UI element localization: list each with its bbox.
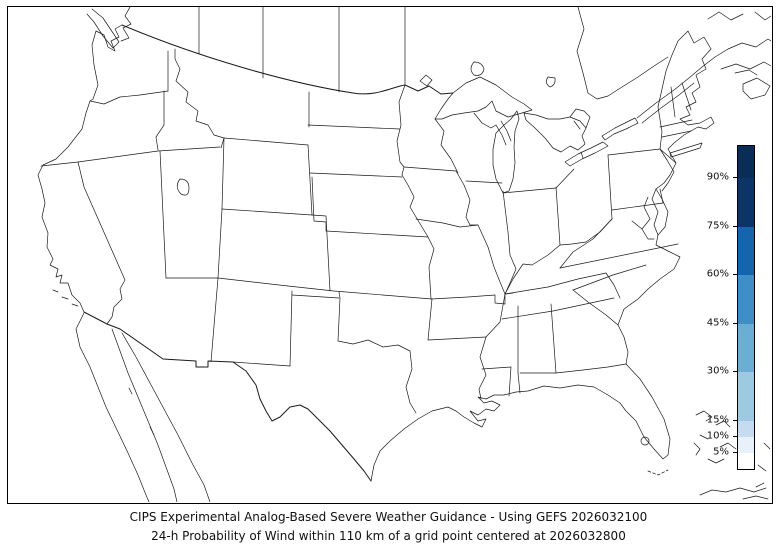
map-frame: 90% 75% 60% 45% 30% 15% 10% 5% bbox=[7, 6, 773, 504]
colorbar-tick-mark bbox=[733, 371, 737, 373]
colorbar-segment-15-30 bbox=[738, 372, 754, 421]
colorbar-tick-mark bbox=[733, 322, 737, 324]
colorbar-tick-mark bbox=[733, 451, 737, 453]
figure-caption: CIPS Experimental Analog-Based Severe We… bbox=[0, 508, 777, 545]
caption-line-2: 24-h Probability of Wind within 110 km o… bbox=[151, 528, 626, 543]
probability-colorbar bbox=[737, 145, 755, 470]
colorbar-segment-10-15 bbox=[738, 420, 754, 437]
colorbar-segment-45-60 bbox=[738, 275, 754, 324]
colorbar-segment-90-100 bbox=[738, 146, 754, 179]
colorbar-tick-label: 45% bbox=[706, 317, 729, 329]
colorbar-tick-label: 5% bbox=[713, 446, 729, 458]
colorbar-tick-label: 30% bbox=[706, 365, 729, 377]
great-lakes bbox=[434, 76, 639, 194]
colorbar-tick-label: 60% bbox=[706, 268, 729, 280]
colorbar-tick-labels: 90% 75% 60% 45% 30% 15% 10% 5% bbox=[688, 145, 737, 468]
colorbar-segment-30-45 bbox=[738, 323, 754, 373]
atlantic-islands bbox=[693, 410, 771, 500]
colorbar-tick-label: 15% bbox=[706, 414, 729, 426]
colorbar-segment-0-5 bbox=[738, 452, 754, 469]
us-coastline bbox=[37, 24, 715, 482]
colorbar-tick-label: 90% bbox=[706, 171, 729, 183]
colorbar-tick-mark bbox=[733, 225, 737, 227]
state-boundaries bbox=[40, 48, 693, 446]
colorbar-tick-mark bbox=[733, 435, 737, 437]
colorbar-segment-75-90 bbox=[738, 178, 754, 227]
colorbar-tick-mark bbox=[733, 177, 737, 179]
mexico-coastlines bbox=[75, 312, 211, 502]
international-border bbox=[83, 24, 454, 482]
colorbar-tick-label: 10% bbox=[706, 430, 729, 442]
canada-borders bbox=[86, 7, 771, 124]
colorbar-segment-5-10 bbox=[738, 436, 754, 453]
caption-line-1: CIPS Experimental Analog-Based Severe We… bbox=[129, 510, 648, 524]
colorbar-tick-mark bbox=[733, 274, 737, 276]
conus-map bbox=[37, 7, 771, 502]
colorbar-tick-label: 75% bbox=[706, 220, 729, 232]
colorbar-segment-60-75 bbox=[738, 226, 754, 276]
colorbar-tick-mark bbox=[733, 419, 737, 421]
